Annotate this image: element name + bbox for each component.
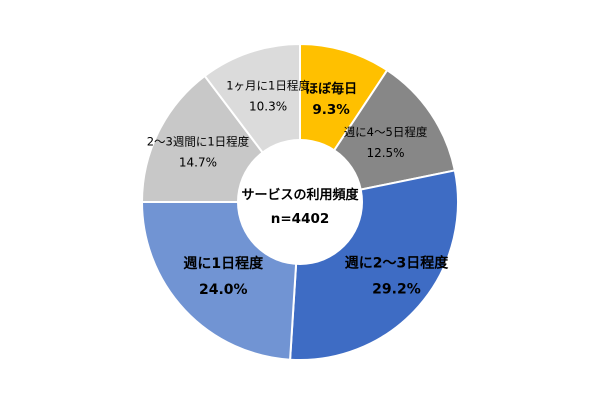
slice-category-label: ほぼ毎日 (305, 81, 357, 97)
slice-category-label: 週に1日程度 (183, 255, 264, 272)
slice-value-label: 9.3% (312, 102, 350, 118)
donut-hole (237, 139, 363, 265)
slice-value-label: 10.3% (249, 99, 287, 113)
slice-category-label: 1ヶ月に1日程度 (226, 78, 310, 92)
slice-value-label: 12.5% (366, 146, 404, 160)
slice-value-label: 29.2% (372, 282, 421, 298)
center-title: サービスの利用頻度 (241, 187, 359, 203)
slice-value-label: 24.0% (199, 282, 248, 298)
slice-category-label: 週に4～5日程度 (344, 125, 428, 139)
center-sample-size: n=4402 (271, 211, 330, 227)
slice-category-label: 2～3週間に1日程度 (147, 135, 250, 149)
slice-labels: ほぼ毎日 9.3% 週に4～5日程度 12.5% 週に2～3日程度 29.2% 週に1日程度… (147, 78, 450, 298)
slice-value-label: 14.7% (179, 156, 217, 170)
slice-category-label: 週に2～3日程度 (345, 255, 449, 272)
